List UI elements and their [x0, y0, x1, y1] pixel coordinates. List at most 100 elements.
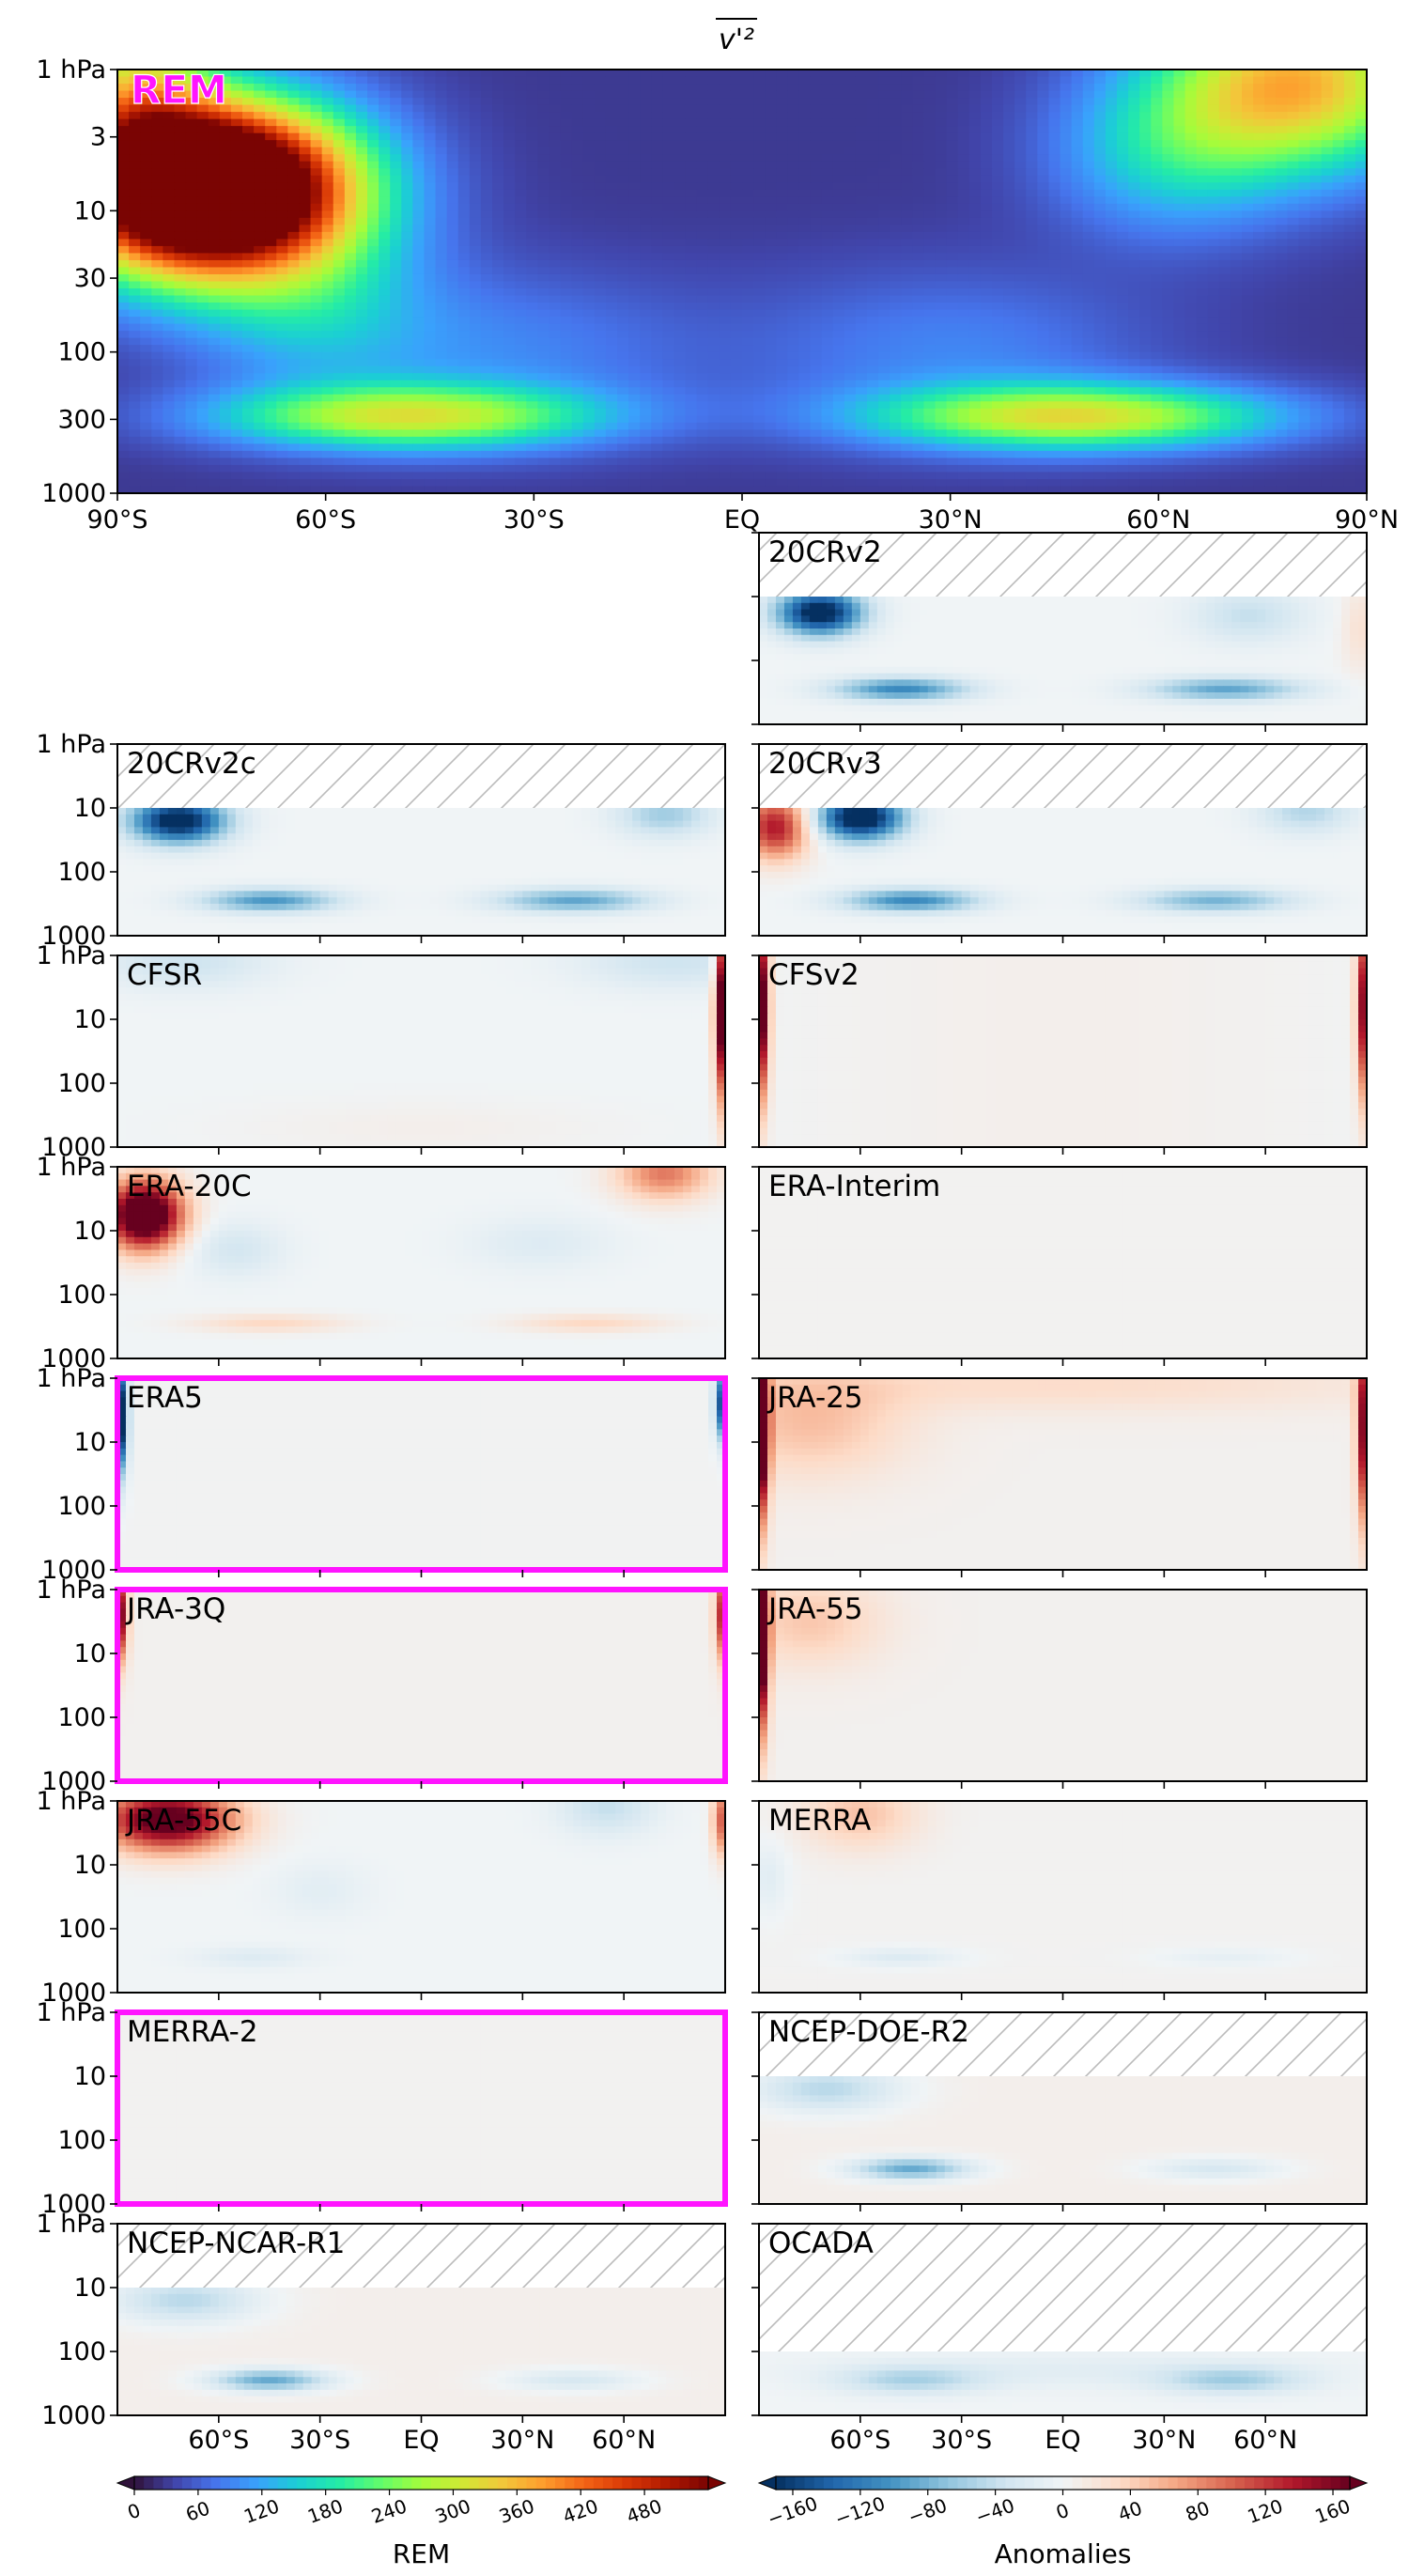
panel-ytick-label: 1 hPa — [37, 941, 107, 970]
panel-xtick-label: 30°S — [289, 2426, 350, 2455]
panel-xtick-label: EQ — [403, 2426, 439, 2455]
colorbar-tick-label: 180 — [304, 2494, 346, 2528]
colorbar-tick-label: 60 — [182, 2496, 212, 2525]
colorbar-tick-label: 120 — [240, 2494, 282, 2528]
panel-era-interim: ERA-Interim — [751, 1167, 1368, 1366]
panel-ytick-label: 1 hPa — [37, 1575, 107, 1605]
panel-merra: MERRA — [751, 1801, 1368, 2000]
panel-ytick-label: 1 hPa — [37, 1153, 107, 1182]
panel-ytick-label: 1 hPa — [37, 730, 107, 759]
panel-ytick-label: 10 — [74, 1428, 106, 1457]
panel-ytick-label: 100 — [57, 1069, 106, 1098]
colorbar-tick-label: 120 — [1245, 2494, 1286, 2528]
main-xtick-label: 60°N — [1126, 505, 1190, 535]
panel-ytick-label: 10 — [74, 1217, 106, 1246]
panel-cfsv2: CFSv2 — [751, 955, 1368, 1155]
panel-ytick-label: 100 — [57, 2126, 106, 2155]
main-xtick-label: 90°N — [1335, 505, 1399, 535]
panel-xtick-label: 60°N — [1233, 2426, 1297, 2455]
panel-label: JRA-55C — [125, 1804, 241, 1838]
panel-label: MERRA-2 — [127, 2015, 258, 2049]
panel-ytick-label: 10 — [74, 2273, 106, 2303]
panel-ytick-label: 100 — [57, 858, 106, 887]
colorbar-tick-label: 0 — [1053, 2499, 1072, 2524]
panel-ytick-label: 1000 — [41, 2401, 106, 2430]
panel-xtick-label: 30°N — [1132, 2426, 1196, 2455]
main-ytick-label: 10 — [74, 196, 106, 225]
panel-label: ERA5 — [127, 1381, 203, 1415]
panel-label: CFSR — [127, 958, 202, 992]
panel-ytick-label: 1 hPa — [37, 1364, 107, 1393]
main-ytick-label: 3 — [90, 123, 106, 152]
colorbar-tick-label: 480 — [624, 2494, 665, 2528]
main-xtick-label: 30°S — [503, 505, 565, 535]
figure: v'² 1 hPa31030100300100090°S 60°S 30°S EQ 30… — [0, 0, 1409, 2576]
panel-label: 20CRv2c — [127, 747, 256, 781]
panel-xtick-label: 60°N — [592, 2426, 656, 2455]
panel-ytick-label: 1 hPa — [37, 1787, 107, 1816]
panel-ytick-label: 100 — [57, 2337, 106, 2367]
colorbar-tick-label: 300 — [432, 2494, 473, 2528]
main-ytick-label: 1 hPa — [37, 55, 107, 85]
colorbar-label: Anomalies — [995, 2538, 1132, 2569]
panel-ocada: 60°S 30°S EQ 30°N 60°N OCADA — [751, 2224, 1368, 2455]
panel-ytick-label: 100 — [57, 1280, 106, 1310]
panel-xtick-label: EQ — [1045, 2426, 1080, 2455]
panel-label: JRA-25 — [766, 1381, 863, 1415]
panel-ncep-doe-r2: NCEP-DOE-R2 — [751, 2012, 1368, 2211]
colorbar-tick-label: 40 — [1115, 2496, 1145, 2525]
panel-xtick-label: 30°N — [490, 2426, 554, 2455]
panel-ytick-label: 10 — [74, 794, 106, 823]
colorbar-label: REM — [393, 2538, 450, 2569]
main-xtick-label: 60°S — [295, 505, 356, 535]
main-xtick-label: 30°N — [919, 505, 983, 535]
panel-label: NCEP-NCAR-R1 — [127, 2227, 345, 2260]
panel-label: 20CRv3 — [768, 747, 882, 781]
panel-20crv2: 20CRv2 — [751, 533, 1368, 732]
colorbar-tick-label: 360 — [496, 2494, 537, 2528]
panel-ytick-label: 100 — [57, 1703, 106, 1732]
panel-label: JRA-3Q — [125, 1592, 225, 1626]
colorbar-tick-label: −40 — [972, 2494, 1017, 2529]
main-heatmap — [117, 70, 1368, 494]
panel-label: OCADA — [768, 2227, 874, 2260]
panel-20crv3: 20CRv3 — [751, 744, 1368, 943]
main-ytick-label: 30 — [74, 264, 106, 293]
panel-xtick-label: 30°S — [931, 2426, 992, 2455]
main-ytick-label: 1000 — [41, 479, 106, 508]
main-xtick-label: EQ — [724, 505, 760, 535]
panel-label: CFSv2 — [768, 958, 859, 992]
panel-ytick-label: 1 hPa — [37, 1998, 107, 2027]
colorbar-tick-label: −80 — [905, 2494, 950, 2529]
panel-label: NCEP-DOE-R2 — [768, 2015, 969, 2049]
panel-jra-55: JRA-55 — [751, 1590, 1368, 1789]
colorbar-tick-label: 240 — [368, 2494, 410, 2528]
colorbar-tick-label: −120 — [832, 2491, 889, 2530]
panel-ytick-label: 10 — [74, 2062, 106, 2091]
panel-xtick-label: 60°S — [188, 2426, 249, 2455]
panel-ytick-label: 10 — [74, 1639, 106, 1668]
colorbar-tick-label: −160 — [765, 2491, 821, 2530]
main-ytick-label: 100 — [57, 338, 106, 367]
main-ytick-label: 300 — [57, 405, 106, 434]
colorbar-tick-label: 420 — [560, 2494, 601, 2528]
panel-xtick-label: 60°S — [829, 2426, 890, 2455]
main-xtick-label: 90°S — [87, 505, 148, 535]
panel-label: ERA-20C — [127, 1170, 252, 1203]
panel-label: JRA-55 — [766, 1592, 863, 1626]
panel-label: ERA-Interim — [768, 1170, 940, 1203]
panel-ytick-label: 10 — [74, 1005, 106, 1034]
panel-label: 20CRv2 — [768, 535, 882, 569]
panel-jra-25: JRA-25 — [751, 1378, 1368, 1577]
figure-title: v'² — [719, 23, 754, 56]
